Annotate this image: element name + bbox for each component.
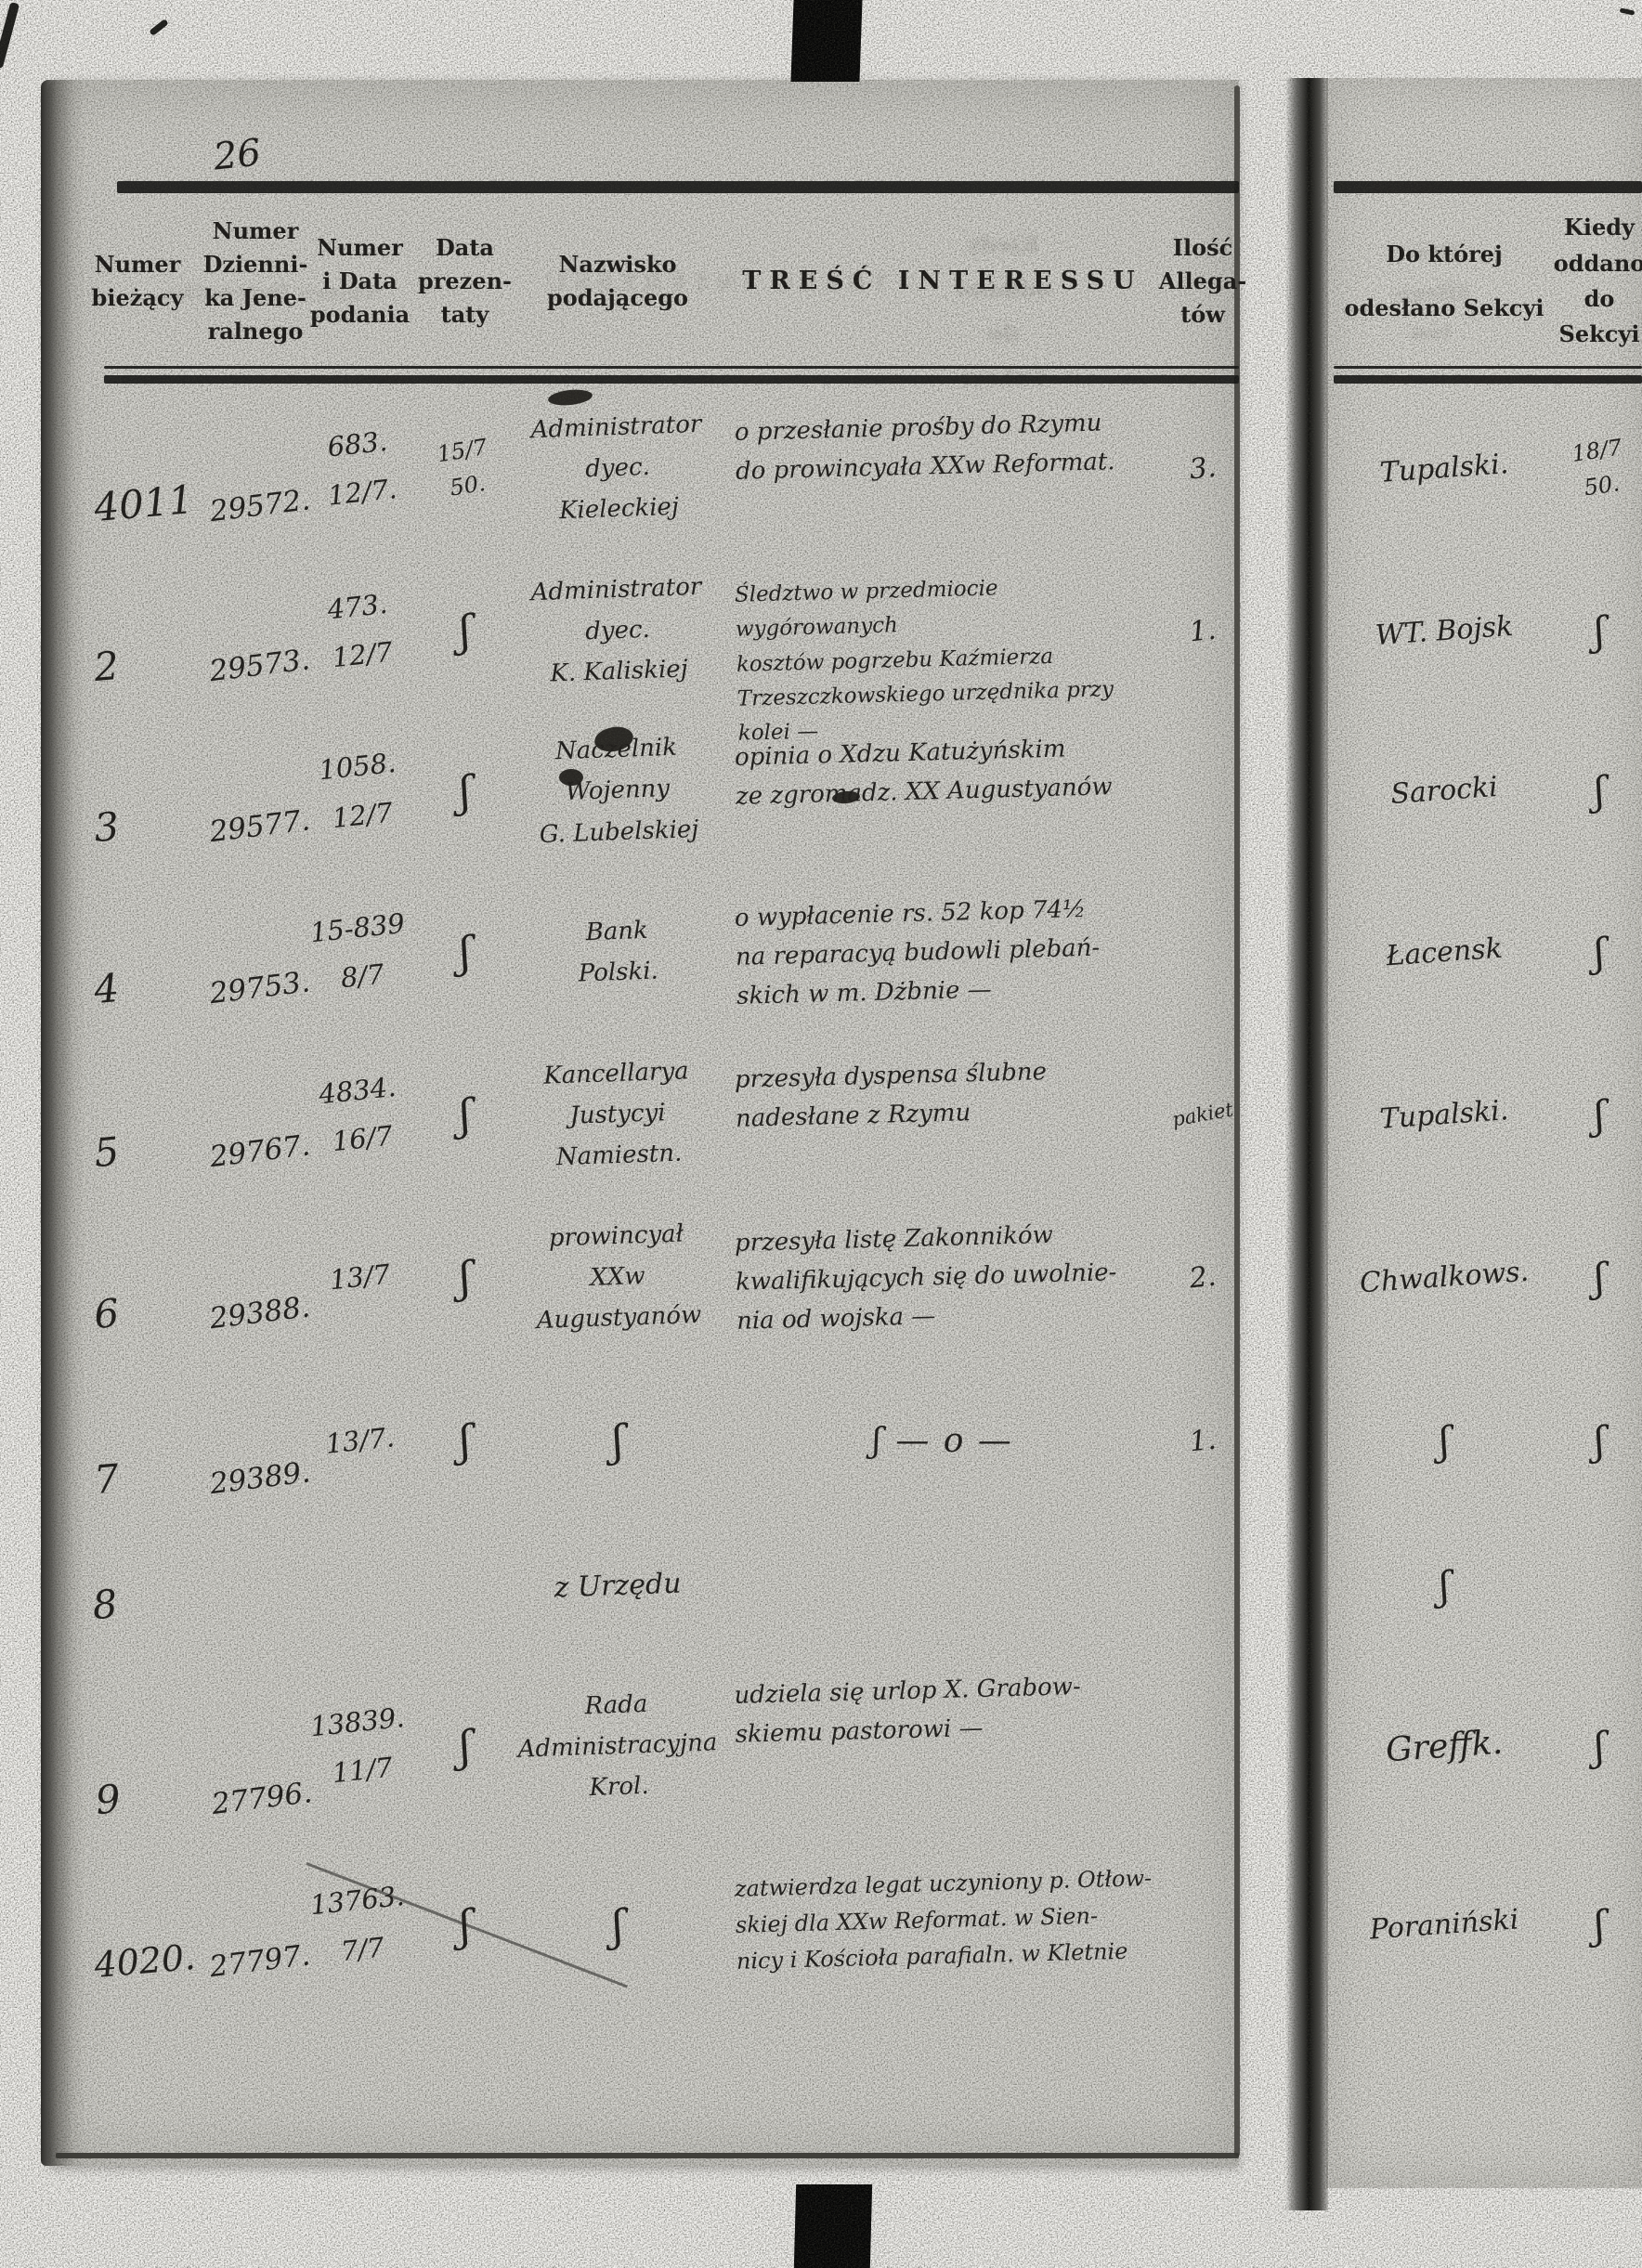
cell-tresc: o wypłacenie rs. 52 kop 74½ na reparacyą… <box>734 894 1101 1011</box>
cell-nazwisko: prowincyał XXw Augustyanów <box>536 1219 702 1336</box>
cell-nazwisko: Naczelnik Wojenny G. Lubelskiej <box>539 733 699 849</box>
cell-sekcya-ditto: ʃ <box>1436 1562 1453 1610</box>
cell-nazwisko: Administrator dyec. Kieleckiej <box>530 410 702 526</box>
cell-sekcya: Tupalski. <box>1378 1093 1510 1136</box>
cell-numer-data-podania: 4834. 16/7 <box>317 1070 397 1158</box>
page-bottom-edge-line <box>56 2153 1239 2158</box>
cell-numer-biezacy: 3 <box>92 802 122 852</box>
col-header-numer-biezacy: Numer bieżący <box>91 251 184 311</box>
cell-numer-data-podania: 13/7. <box>323 1421 397 1460</box>
cell-numer-data-podania: 683. 12/7. <box>325 424 398 512</box>
cell-data-prezentaty-ditto: ʃ <box>456 1720 474 1772</box>
cell-nazwisko-ditto: ʃ <box>608 1414 627 1466</box>
cell-tresc-ditto: ʃ — o — <box>872 1421 1013 1460</box>
cell-numer-biezacy: 8 <box>90 1581 120 1629</box>
cell-sekcya: Tupalski. <box>1378 447 1510 489</box>
table-top-rule <box>1334 181 1642 193</box>
cell-numer-data-podania: 15-839 8/7 <box>308 906 407 995</box>
cell-numer-biezacy: 4 <box>92 964 122 1013</box>
check-mark-artifact <box>149 18 169 37</box>
cell-numer-biezacy: 4020. <box>92 1936 197 1987</box>
cell-nazwisko-ditto: ʃ <box>608 1898 627 1951</box>
cell-numer-data-podania: 473. 12/7 <box>325 587 395 674</box>
film-artifact-bottom <box>793 2184 873 2268</box>
cell-numer-dziennika: 29388. <box>207 1290 312 1336</box>
cell-data-prezentaty-ditto: ʃ <box>456 1898 474 1951</box>
cell-sekcya: Chwalkows. <box>1358 1255 1531 1299</box>
cell-nazwisko: Rada Administracyjna Krol. <box>517 1689 718 1803</box>
cell-sekcya: Łacensk <box>1385 932 1504 972</box>
film-artifact-top <box>790 0 863 82</box>
header-bottom-rule-thin <box>104 366 1239 369</box>
cell-tresc: o przesłanie prośby do Rzymu do prowincy… <box>734 409 1115 486</box>
cell-data-prezentaty-ditto: ʃ <box>456 605 474 657</box>
cell-numer-data-podania: 13839. 11/7 <box>308 1701 406 1790</box>
cell-numer-biezacy: 5 <box>92 1127 122 1177</box>
cell-numer-dziennika: 29753. <box>207 965 312 1011</box>
cell-tresc: opinia o Xdzu Katużyńskim ze zgromadz. X… <box>734 735 1113 811</box>
cell-numer-biezacy: 4011 <box>92 476 196 531</box>
cell-numer-dziennika: 29577. <box>207 803 312 850</box>
cell-kiedy-ditto: ʃ <box>1591 929 1608 975</box>
cell-data-prezentaty-ditto: ʃ <box>456 1414 474 1466</box>
col-header-do-ktorej-odeslano-sekcyi: Do której odesłano Sekcyi <box>1344 241 1544 321</box>
cell-tresc: zatwierdza legat uczyniony p. Otłow- ski… <box>734 1865 1153 1975</box>
cell-sekcya: WT. Bojsk <box>1374 609 1515 652</box>
cell-kiedy-ditto: ʃ <box>1591 1901 1608 1949</box>
cell-numer-biezacy: 6 <box>92 1289 122 1338</box>
cell-numer-dziennika: 29389. <box>207 1455 313 1502</box>
cell-kiedy-ditto: ʃ <box>1591 1417 1608 1464</box>
cell-tresc: przesyła dyspensa ślubne nadesłane z Rzy… <box>734 1058 1048 1133</box>
cell-numer-dziennika: 29573. <box>207 643 312 689</box>
cell-numer-biezacy: 2 <box>92 642 122 691</box>
table-top-rule <box>117 181 1239 193</box>
cell-data-prezentaty-ditto: ʃ <box>456 764 474 817</box>
cell-sekcya-ditto: ʃ <box>1436 1417 1453 1464</box>
cell-kiedy-ditto: ʃ <box>1591 767 1608 815</box>
cell-tresc: Śledztwo w przedmiocie wygórowanych kosz… <box>734 576 1114 745</box>
col-header-numer-i-data-podania: Numer i Data podania <box>309 234 410 328</box>
cell-sekcya: Sarocki <box>1389 771 1499 811</box>
cell-numer-biezacy: 9 <box>93 1775 123 1824</box>
col-header-numer-dziennika: Numer Dzienni- ka Jene- ralnego <box>202 217 308 345</box>
col-header-nazwisko-podajacego: Nazwisko podającego <box>546 251 689 311</box>
cell-numer-biezacy: 7 <box>92 1454 122 1504</box>
cell-data-prezentaty-ditto: ʃ <box>456 926 474 978</box>
cell-data-prezentaty-ditto: ʃ <box>456 1088 474 1141</box>
cell-data-prezentaty-ditto: ʃ <box>456 1251 474 1303</box>
cell-numer-dziennika: 29767. <box>207 1128 312 1175</box>
col-header-ilosc-allegatow: Ilość Allega- tów <box>1158 234 1247 328</box>
cell-kiedy-ditto: ʃ <box>1591 1091 1608 1138</box>
cell-numer-dziennika: 29572. <box>207 483 313 529</box>
cell-tresc: przesyła listę Zakonników kwalifikującyc… <box>734 1220 1117 1336</box>
col-header-data-prezentaty: Data prezen- taty <box>417 234 512 328</box>
col-header-tresc-interessu: TREŚĆ INTERESSU <box>742 266 1143 295</box>
cell-numer-data-podania: 13763. 7/7 <box>308 1880 406 1967</box>
cell-sekcya: Poraniński <box>1368 1903 1520 1947</box>
folio-page-number: 26 <box>211 131 264 179</box>
header-bottom-rule-thin <box>1334 366 1642 369</box>
edge-mark-artifact <box>1619 7 1635 16</box>
cell-numer-data-podania: 13/7 <box>328 1258 392 1297</box>
cell-nazwisko: z Urzędu <box>553 1567 683 1605</box>
cell-nazwisko: Bank Polski. <box>578 916 659 988</box>
page-gutter-shadow <box>1285 78 1328 2210</box>
corner-scratch-mark <box>0 1 20 70</box>
cell-kiedy-ditto: ʃ <box>1591 607 1608 654</box>
cell-numer-data-podania: 1058. 12/7 <box>317 747 397 834</box>
cell-tresc: udziela się urlop X. Grabow- skiemu past… <box>734 1673 1082 1749</box>
cell-kiedy-ditto: ʃ <box>1591 1254 1608 1300</box>
cell-numer-dziennika: 27797. <box>207 1938 312 1985</box>
cell-sekcya: Greffk. <box>1384 1723 1505 1769</box>
cell-nazwisko: Administrator dyec. K. Kaliskiej <box>530 572 702 688</box>
cell-nazwisko: Kancellarya Justycyi Namiestn. <box>542 1057 690 1172</box>
col-header-kiedy-oddano-do-sekcyi: Kiedy oddano do Sekcyi <box>1553 214 1642 348</box>
